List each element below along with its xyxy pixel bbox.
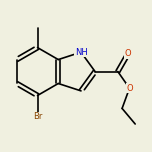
Text: O: O	[126, 84, 133, 93]
Text: NH: NH	[75, 48, 87, 57]
Text: O: O	[125, 49, 131, 58]
Text: Br: Br	[33, 112, 42, 121]
